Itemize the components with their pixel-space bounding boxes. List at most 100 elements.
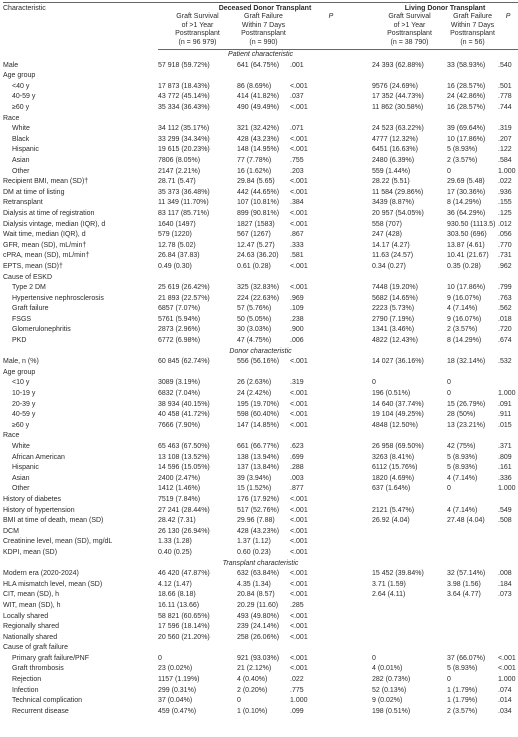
- cell: <.001: [290, 262, 308, 270]
- cell: .014: [498, 697, 512, 705]
- row-label: ≥60 y: [12, 104, 30, 111]
- table-row: Graft failure 6857 (7.07%) 57 (5.76%) .109 2…: [3, 304, 518, 315]
- cell: [237, 71, 290, 82]
- cell: 4848 (12.50%): [372, 421, 418, 429]
- cell: 224 (22.63%): [237, 294, 280, 302]
- cell: 13 108 (13.52%): [158, 453, 210, 461]
- row-label: FSGS: [12, 315, 32, 323]
- cell: .155: [498, 199, 512, 207]
- table-row: History of hypertension 27 241 (28.44%) 51…: [3, 506, 518, 517]
- cell: 1.37 (1.12): [237, 538, 271, 546]
- cell: [372, 537, 447, 548]
- cell: 34 112 (35.17%): [158, 125, 210, 133]
- row-label: DCM: [3, 527, 19, 535]
- cell: 28.42 (7.31): [158, 517, 196, 525]
- cell: .532: [498, 358, 512, 366]
- row-label: Race: [3, 432, 20, 440]
- cell: 33 (58.93%): [447, 61, 486, 69]
- cell: 1827 (1583): [237, 220, 275, 228]
- table-row: Graft thrombosis 23 (0.02%) 21 (2.12%) <.00…: [3, 664, 518, 675]
- table-row: White 34 112 (35.17%) 321 (32.42%) .071 24 5…: [3, 124, 518, 135]
- cell: 16 (28.57%): [447, 104, 486, 111]
- cell: .867: [290, 231, 304, 239]
- cell: .015: [498, 421, 512, 429]
- section-title: Transplant characteristic: [222, 559, 299, 567]
- row-label: 20-39 y: [12, 400, 36, 408]
- row-label: Dialysis vintage, median (IQR), d: [3, 220, 106, 228]
- cell: [447, 527, 498, 538]
- cell: 28 (50%): [447, 411, 476, 419]
- cell: 428 (43.23%): [237, 135, 280, 143]
- table-row: History of diabetes 7519 (7.84%) 176 (17.9…: [3, 495, 518, 506]
- table-row: Hypertensive nephrosclerosis 21 893 (22.5…: [3, 294, 518, 305]
- cell: .184: [498, 580, 512, 588]
- cell: 0: [372, 654, 376, 662]
- cell: 17 352 (44.73%): [372, 93, 424, 101]
- row-label: History of hypertension: [3, 506, 75, 514]
- cell: 5 (8.93%): [447, 453, 478, 461]
- row-label: HLA mismatch level, mean (SD): [3, 580, 103, 588]
- cell: .936: [498, 188, 512, 196]
- cell: <.001: [290, 580, 308, 588]
- cell: .203: [290, 167, 304, 175]
- cell: [447, 273, 498, 284]
- section-row: Patient characteristic: [3, 50, 518, 61]
- cell: <.001: [290, 517, 308, 525]
- row-label: Age group: [3, 368, 36, 376]
- cell: 2.64 (4.11): [372, 591, 406, 599]
- cell: [158, 643, 237, 654]
- cell: .755: [290, 156, 304, 164]
- column-header: Graft Survival of >1 Year Posttransplant (n…: [372, 13, 448, 51]
- row-label: Male: [3, 61, 19, 69]
- cell: .877: [290, 485, 304, 493]
- row-label: White: [12, 443, 30, 450]
- cell: 60 845 (62.74%): [158, 358, 210, 366]
- cell: 0: [447, 676, 451, 684]
- cell: 77 (7.78%): [237, 156, 272, 164]
- cell: 11 349 (11.70%): [158, 199, 209, 207]
- cell: 38 934 (40.15%): [158, 400, 210, 408]
- cell: .207: [498, 135, 512, 143]
- cell: 0.34 (0.27): [372, 262, 406, 270]
- cell: 1.000: [498, 390, 516, 398]
- cell: [372, 431, 447, 442]
- cell: .022: [290, 676, 304, 684]
- cell: [447, 431, 498, 442]
- cell: .099: [290, 707, 304, 715]
- cell: 0: [372, 379, 376, 387]
- cell: 26.84 (37.83): [158, 252, 200, 260]
- row-label: Regionally shared: [3, 623, 60, 631]
- cell: 247 (428): [372, 231, 402, 239]
- cell: 5 (8.93%): [447, 464, 478, 472]
- table-row: WIT, mean (SD), h 16.11 (13.66) 20.29 (11.…: [3, 601, 518, 612]
- cell: 258 (26.06%): [237, 633, 280, 641]
- cell: [498, 71, 518, 82]
- cell: 4822 (12.43%): [372, 337, 418, 345]
- row-label: Asian: [12, 156, 30, 164]
- header-row: Graft Survival of >1 Year Posttransplant (n…: [3, 13, 518, 51]
- cell: .371: [498, 443, 512, 450]
- table-row: Hispanic 14 596 (15.05%) 137 (13.84%) .288 6…: [3, 463, 518, 474]
- row-label: Type 2 DM: [12, 284, 46, 292]
- cell: [290, 431, 372, 442]
- cell: <.001: [290, 411, 308, 419]
- cell: 39 (69.64%): [447, 125, 486, 133]
- column-header-line: P: [328, 13, 334, 21]
- cell: 26.92 (4.04): [372, 517, 410, 525]
- cell: [498, 643, 518, 654]
- cell: [498, 633, 518, 644]
- cell: .731: [498, 252, 512, 260]
- cell: 137 (13.84%): [237, 464, 280, 472]
- table-row: Race: [3, 431, 518, 442]
- cell: .623: [290, 443, 304, 450]
- table-row: Male 57 918 (59.72%) 641 (64.75%) .001 24 39…: [3, 61, 518, 72]
- cell: 1.000: [498, 167, 516, 175]
- cell: 27 241 (28.44%): [158, 506, 210, 514]
- cell: .319: [498, 125, 512, 133]
- cell: 6112 (15.76%): [372, 464, 418, 472]
- row-label: EPTS, mean (SD)†: [3, 262, 63, 270]
- cell: [237, 368, 290, 379]
- cell: 2 (3.57%): [447, 156, 478, 164]
- cell: [498, 495, 518, 506]
- cell: 21 (2.12%): [237, 665, 272, 673]
